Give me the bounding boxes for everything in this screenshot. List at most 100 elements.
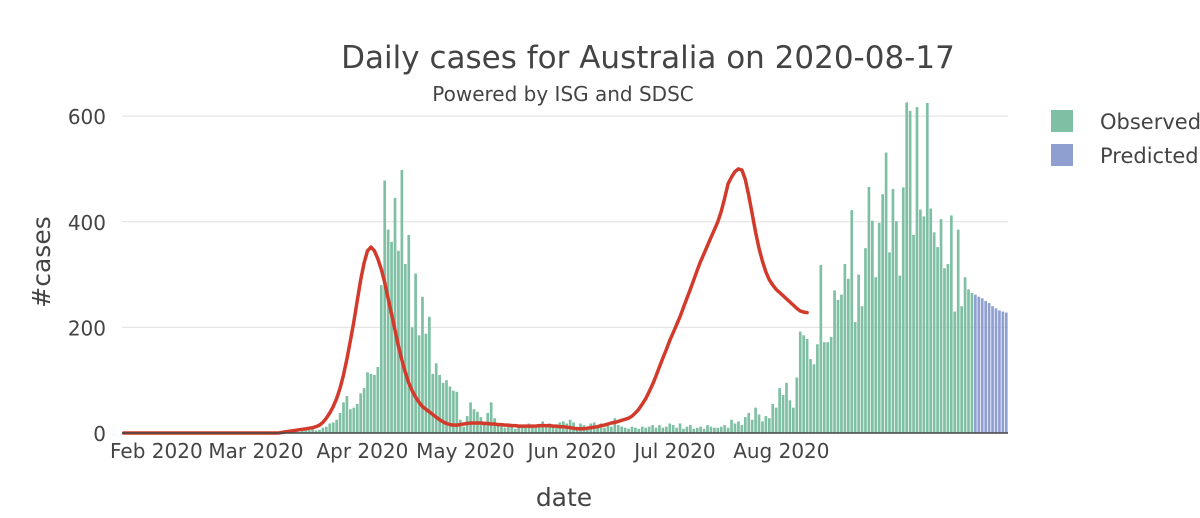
observed-bar: [345, 396, 349, 433]
observed-bar: [895, 221, 898, 433]
legend-label-predicted: Predicted: [1100, 144, 1199, 168]
predicted-bar: [980, 298, 984, 433]
legend-item-predicted[interactable]: Predicted: [1051, 144, 1199, 168]
observed-bar: [551, 426, 555, 433]
observed-bar: [881, 194, 884, 433]
observed-bar: [300, 430, 304, 433]
observed-bar: [970, 293, 974, 433]
observed-bar: [699, 426, 702, 433]
observed-bar: [503, 427, 507, 433]
observed-bar: [513, 428, 517, 433]
observed-bar: [943, 268, 946, 433]
observed-bar: [403, 264, 407, 433]
observed-bar: [640, 426, 644, 433]
observed-bar: [908, 110, 912, 433]
observed-bar: [871, 220, 874, 433]
observed-bar: [661, 427, 665, 433]
observed-bar: [963, 277, 967, 433]
observed-bar: [932, 232, 936, 433]
observed-bar: [613, 418, 617, 433]
y-tick-label: 0: [93, 422, 106, 446]
observed-bar: [668, 423, 672, 433]
observed-bar: [472, 409, 476, 433]
observed-bar: [362, 388, 366, 433]
x-tick-label: Apr 2020: [316, 439, 408, 463]
observed-bar: [805, 338, 809, 433]
observed-bar: [369, 373, 373, 433]
x-tick-label: May 2020: [416, 439, 515, 463]
observed-bar: [616, 425, 620, 433]
observed-bar: [792, 407, 795, 433]
legend-swatch-observed: [1051, 110, 1073, 132]
observed-bar: [949, 215, 953, 433]
observed-bar: [706, 425, 709, 433]
observed-bar: [836, 299, 840, 433]
observed-bar: [534, 427, 538, 433]
observed-bar: [314, 430, 318, 433]
observed-bar: [321, 427, 325, 433]
observed-bar: [610, 426, 613, 433]
x-axis-ticks: Feb 2020 Mar 2020 Apr 2020 May 2020 Jun 2020…: [110, 439, 829, 463]
observed-bar: [877, 222, 881, 433]
observed-bar: [781, 394, 785, 433]
observed-bar: [912, 234, 915, 433]
observed-bar: [417, 335, 421, 433]
legend: Observed Predicted: [1051, 110, 1200, 168]
observed-bar: [555, 425, 558, 433]
observed-bar: [585, 427, 589, 433]
observed-bar: [733, 423, 737, 433]
observed-bar: [737, 421, 740, 433]
observed-bar: [761, 421, 764, 433]
observed-bar: [599, 423, 603, 433]
observed-bar: [833, 290, 836, 433]
predicted-bar: [1004, 312, 1008, 433]
observed-bar: [479, 417, 483, 433]
observed-bar: [524, 426, 527, 433]
observed-bar: [788, 400, 792, 433]
observed-bar: [349, 409, 352, 433]
observed-bar: [434, 363, 438, 433]
observed-bar: [939, 219, 943, 433]
y-tick-label: 600: [68, 105, 106, 129]
observed-bar: [671, 425, 675, 433]
observed-bar: [956, 229, 960, 433]
observed-bar: [421, 296, 424, 433]
legend-item-observed[interactable]: Observed: [1051, 110, 1200, 134]
observed-bar: [713, 427, 716, 433]
observed-bar: [328, 423, 332, 433]
y-axis-title: #cases: [27, 216, 56, 307]
observed-bar: [634, 427, 637, 433]
observed-bar: [623, 427, 627, 433]
observed-bar: [407, 234, 411, 433]
y-gridlines: [122, 115, 1008, 328]
observed-bar: [967, 289, 970, 433]
observed-bar: [637, 428, 641, 433]
observed-bar: [448, 386, 452, 433]
observed-bar: [754, 407, 757, 433]
observed-bar: [829, 336, 833, 433]
observed-bar: [400, 169, 404, 433]
observed-bar: [860, 306, 864, 433]
observed-bar: [651, 425, 654, 433]
observed-bar: [785, 382, 788, 433]
y-tick-label: 400: [68, 211, 106, 235]
observed-bar: [342, 402, 345, 433]
observed-bar: [441, 382, 445, 433]
x-axis-title: date: [536, 483, 592, 512]
observed-bar: [905, 102, 909, 434]
predicted-bar: [974, 294, 977, 433]
predicted-bar: [998, 310, 1001, 433]
observed-bar: [740, 425, 744, 433]
observed-bar: [548, 423, 551, 433]
observed-bar: [500, 425, 503, 433]
predicted-bar: [977, 296, 981, 433]
predicted-bar: [984, 300, 988, 433]
observed-bar: [307, 429, 311, 433]
observed-bar: [702, 428, 706, 433]
observed-bar: [366, 372, 369, 433]
observed-bar: [925, 102, 929, 433]
observed-bar: [304, 430, 308, 433]
observed-bar: [410, 327, 414, 433]
observed-bar: [458, 419, 462, 433]
